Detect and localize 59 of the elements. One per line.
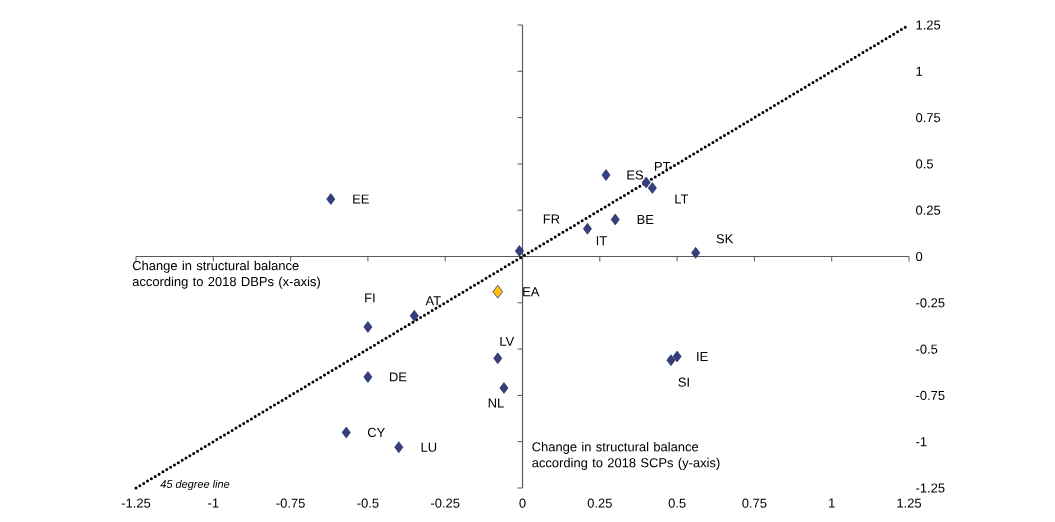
x-tick-label: -1 [208, 498, 219, 508]
x-tick-label: 0 [519, 498, 526, 508]
y-tick-label: 1.25 [916, 20, 941, 30]
point [492, 284, 504, 299]
y-tick-label: 0 [916, 251, 923, 262]
point [691, 246, 701, 259]
x-tick-label: 0.5 [668, 498, 686, 508]
annotation: EE [353, 194, 369, 204]
y-tick-label: -0.5 [916, 344, 938, 354]
annotation: FI [365, 293, 375, 303]
x-tick-label: 0.25 [587, 498, 612, 508]
annotation: CY [367, 427, 385, 438]
x-tick-label: -0.75 [276, 498, 305, 508]
y-tick-label: -0.25 [916, 298, 945, 308]
y-tick-label: -1.25 [916, 483, 945, 493]
annotation: FR [543, 214, 560, 224]
y-axis-title: Change in structural balance according to 2018 SCPs (y-axis) [532, 441, 720, 470]
point [672, 350, 682, 363]
annotation: LU [421, 442, 437, 452]
x-tick-label: 0.75 [742, 498, 767, 508]
point [394, 441, 404, 454]
annotation: DE [389, 372, 407, 382]
point [341, 426, 351, 439]
point [601, 169, 611, 181]
y-tick-label: 1 [916, 66, 923, 76]
point [326, 193, 336, 205]
point [641, 176, 651, 189]
annotation: IT [596, 236, 607, 246]
annotation: BE [637, 215, 654, 224]
point [363, 321, 373, 333]
y-tick-label: 0.75 [916, 113, 941, 123]
annotation: NL [488, 398, 504, 408]
x-axis-title: Change in structural balance according to 2018 DBPs (x-axis) [132, 260, 320, 289]
y-tick-label: -1 [916, 437, 927, 447]
y-tick-label: 0.25 [916, 205, 941, 215]
x-tick-label: -0.5 [357, 498, 379, 508]
point [514, 245, 524, 257]
x-tick-label: 1 [829, 498, 835, 508]
annotation: SI [678, 377, 689, 387]
point [363, 371, 373, 383]
annotation: ES [627, 170, 644, 180]
annotation: LV [500, 336, 515, 346]
annotation: IE [697, 352, 708, 361]
y-tick-label: -0.75 [916, 390, 945, 400]
point [409, 309, 419, 322]
annotation: SK [716, 234, 734, 244]
point [499, 382, 509, 394]
point [610, 213, 620, 226]
point [493, 352, 503, 365]
annotation: PT [654, 161, 671, 171]
y-tick-label: 0.5 [916, 159, 933, 169]
annotation: AT [425, 296, 441, 306]
annotation: 45 degree line [160, 479, 230, 491]
x-tick-label: -0.25 [431, 498, 460, 508]
x-tick-label: -1.25 [121, 498, 151, 508]
point [666, 354, 676, 367]
annotation: LT [675, 194, 689, 204]
point [647, 182, 657, 194]
annotation: EA [523, 287, 540, 297]
